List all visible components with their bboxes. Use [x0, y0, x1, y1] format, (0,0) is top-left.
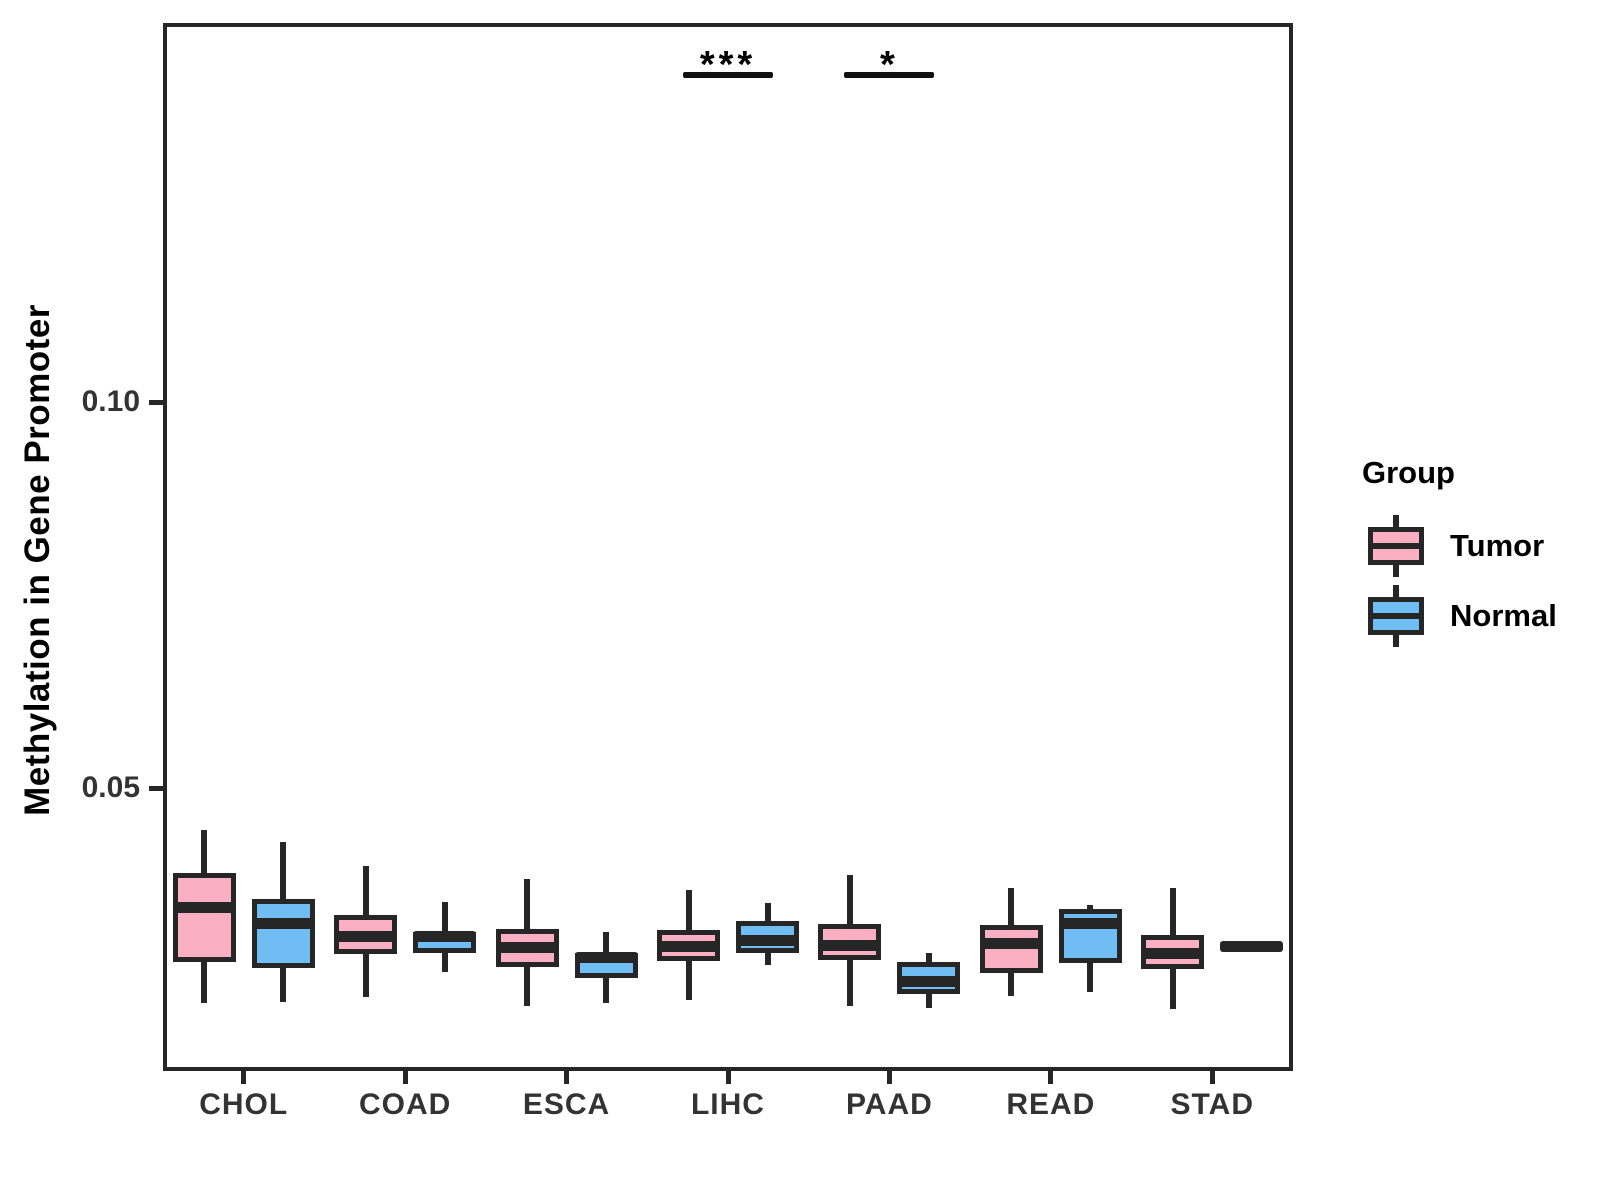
median-paad-tumor [818, 939, 882, 951]
x-tick-label-coad: COAD [358, 1088, 452, 1121]
x-tick-mark [886, 1071, 892, 1084]
x-tick-label-lihc: LIHC [690, 1088, 765, 1121]
x-tick-mark [564, 1071, 570, 1084]
x-tick-mark [402, 1071, 408, 1084]
median-chol-normal [251, 917, 315, 929]
median-chol-tumor [172, 902, 236, 914]
legend: Group Tumor Normal [1362, 455, 1557, 655]
significance-label-paad: * [880, 44, 899, 86]
x-tick-mark [725, 1071, 731, 1084]
median-stad-tumor [1141, 947, 1205, 959]
median-lihc-normal [736, 935, 799, 947]
legend-item-tumor: Tumor [1368, 515, 1557, 577]
significance-line-lihc [683, 72, 773, 78]
median-lihc-tumor [657, 940, 720, 952]
x-tick-mark [1048, 1071, 1054, 1084]
box-chol-normal [251, 899, 315, 968]
x-tick-mark [1209, 1071, 1215, 1084]
box-read-normal [1058, 909, 1122, 964]
significance-label-lihc: *** [699, 44, 757, 86]
x-tick-mark [241, 1071, 247, 1084]
legend-title: Group [1362, 455, 1455, 490]
x-tick-label-paad: PAAD [846, 1088, 933, 1121]
median-coad-tumor [334, 930, 398, 942]
normal-boxplot-key-icon [1368, 585, 1424, 647]
median-paad-normal [897, 975, 961, 987]
x-tick-label-esca: ESCA [522, 1088, 611, 1121]
median-read-tumor [979, 938, 1043, 950]
plot-panel [163, 23, 1293, 1071]
significance-line-paad [844, 72, 935, 78]
median-esca-normal [574, 952, 638, 964]
x-tick-label-chol: CHOL [199, 1088, 289, 1121]
y-tick-label: 0.10 [81, 385, 140, 418]
median-esca-tumor [495, 941, 559, 953]
tumor-boxplot-key-icon [1368, 515, 1424, 577]
legend-label-normal: Normal [1450, 598, 1557, 633]
median-coad-normal [413, 931, 477, 943]
y-tick-label: 0.05 [81, 771, 140, 804]
y-tick-mark [149, 785, 163, 791]
box-chol-tumor [172, 872, 236, 962]
legend-item-normal: Normal [1368, 585, 1557, 647]
median-read-normal [1058, 918, 1122, 930]
x-tick-label-read: READ [1006, 1088, 1096, 1121]
y-tick-mark [149, 399, 163, 405]
x-tick-label-stad: STAD [1170, 1088, 1254, 1121]
median-stad-normal [1220, 940, 1284, 952]
legend-label-tumor: Tumor [1450, 528, 1545, 563]
